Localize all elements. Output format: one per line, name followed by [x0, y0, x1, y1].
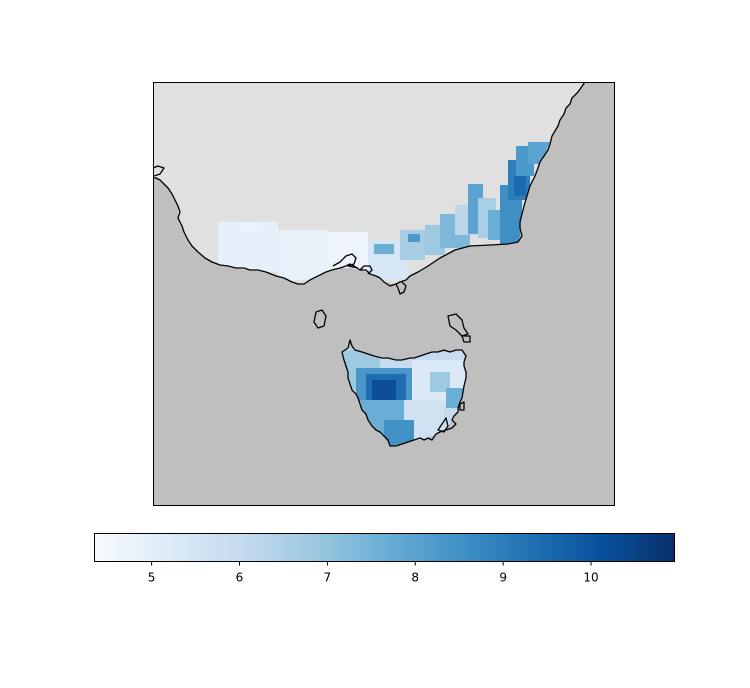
port-phillip-bay-coastline — [332, 253, 359, 269]
colorbar-gradient — [94, 533, 675, 562]
colorbar-ticks: 5 6 7 8 9 10 — [148, 561, 599, 585]
colorbar-tick-label: 5 — [148, 571, 156, 585]
bruny-island — [437, 417, 449, 433]
colorbar-tick-label: 8 — [411, 571, 419, 585]
map-panel — [153, 82, 615, 506]
colorbar-tick-label: 9 — [499, 571, 507, 585]
colorbar-tick-label: 6 — [236, 571, 244, 585]
cape-barren-island — [461, 335, 471, 343]
westernport-coastline — [359, 265, 373, 275]
coastlines — [153, 82, 586, 447]
map-frame — [153, 82, 615, 506]
king-island — [313, 309, 327, 329]
maria-island — [459, 401, 465, 411]
mainland-raster — [218, 142, 550, 280]
western-raster-rim — [218, 222, 262, 240]
kangaroo-island-tip — [153, 165, 165, 177]
colorbar-tick-label: 7 — [324, 571, 332, 585]
colorbar-tick-label: 10 — [583, 571, 598, 585]
wilsons-promontory-coastline — [395, 281, 407, 295]
tasmania-coastline — [341, 339, 467, 447]
colorbar: 5 6 7 8 9 10 — [94, 533, 675, 585]
mainland-coastline — [153, 82, 586, 287]
flinders-island — [447, 313, 469, 337]
